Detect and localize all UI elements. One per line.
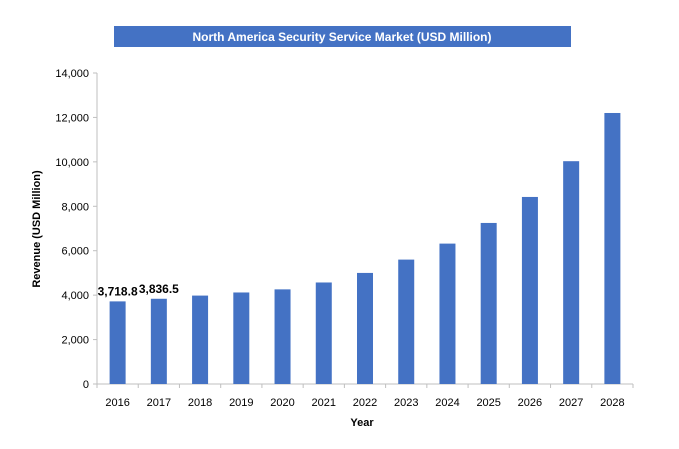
- x-tick-label: 2026: [518, 397, 542, 409]
- y-tick-label: 6,000: [61, 246, 89, 258]
- x-tick-label: 2023: [394, 397, 418, 409]
- bar-2025: [480, 222, 497, 384]
- y-tick-label: 10,000: [55, 157, 89, 169]
- bar-2027: [563, 161, 580, 384]
- bar-2024: [439, 243, 456, 384]
- bar-2020: [274, 289, 291, 384]
- bar-2026: [521, 196, 538, 384]
- x-tick-label: 2021: [312, 397, 336, 409]
- x-tick-label: 2022: [353, 397, 377, 409]
- x-axis-title: Year: [350, 417, 374, 429]
- data-label-2016: 3,718.8: [98, 284, 138, 298]
- x-tick-label: 2027: [559, 397, 583, 409]
- x-tick-label: 2028: [600, 397, 624, 409]
- x-tick-label: 2020: [270, 397, 294, 409]
- bar-2028: [604, 112, 621, 384]
- y-tick-label: 12,000: [55, 112, 89, 124]
- bar-2022: [357, 272, 373, 384]
- bar-2023: [398, 259, 415, 384]
- x-tick-label: 2016: [105, 397, 129, 409]
- bar-2021: [315, 282, 332, 384]
- y-tick-label: 14,000: [55, 68, 89, 80]
- chart-title: North America Security Service Market (U…: [193, 30, 492, 44]
- y-tick-label: 8,000: [61, 201, 89, 213]
- y-tick-label: 4,000: [61, 290, 89, 302]
- y-axis-title: Revenue (USD Million): [31, 170, 43, 288]
- bar-2018: [192, 295, 209, 384]
- x-tick-label: 2019: [229, 397, 253, 409]
- plot-area: 0 2,000 4,000 6,000 8,000 10,000 12,000 14,000 2…: [55, 68, 634, 409]
- y-tick-label: 2,000: [61, 335, 89, 347]
- bar-2019: [233, 292, 250, 384]
- x-tick-label: 2018: [188, 397, 212, 409]
- y-tick-label: 0: [83, 379, 89, 391]
- x-tick-label: 2017: [147, 397, 171, 409]
- bar-2016: [109, 301, 126, 384]
- chart-title-band: [114, 26, 571, 47]
- bar-2017: [150, 298, 167, 384]
- x-tick-label: 2024: [435, 397, 459, 409]
- data-label-2017: 3,836.5: [139, 282, 179, 296]
- x-tick-label: 2025: [476, 397, 500, 409]
